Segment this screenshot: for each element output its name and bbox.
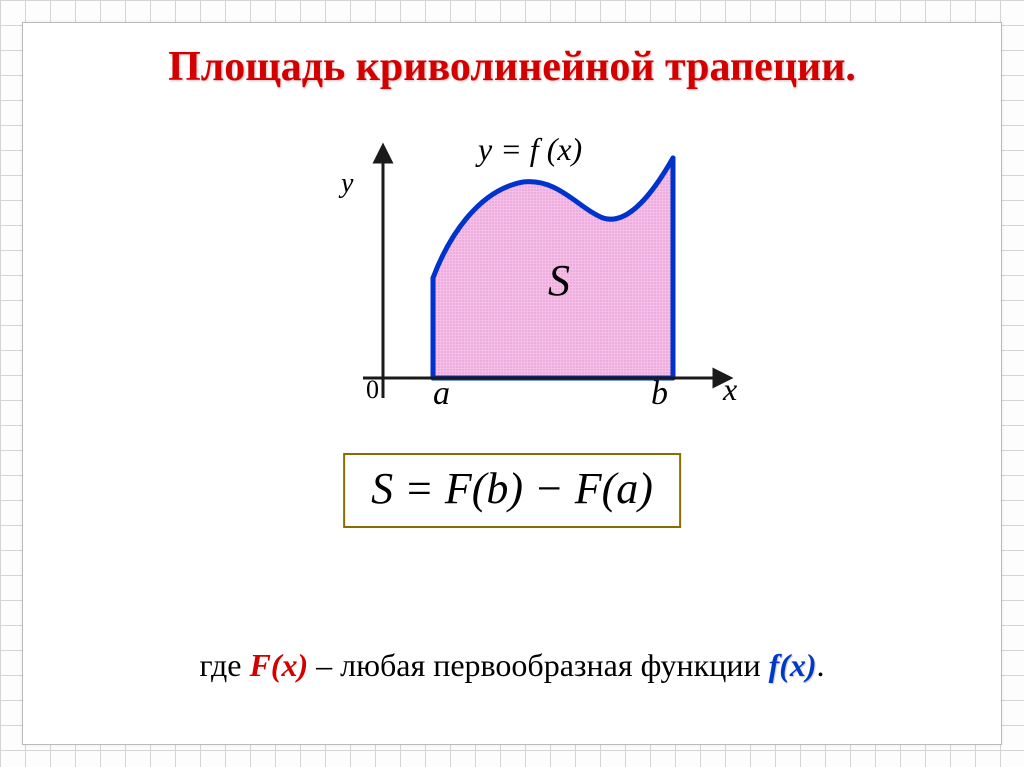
desc-mid: – любая первообразная функции — [308, 647, 768, 683]
formula-box: S = F(b) − F(a) — [343, 453, 681, 528]
x-axis-label: x — [723, 371, 737, 408]
desc-prefix: где — [199, 647, 249, 683]
description-line: где F(x) – любая первообразная функции f… — [23, 647, 1001, 684]
desc-Fx: F(x) — [249, 647, 308, 683]
page-title: Площадь криволинейной трапеции. — [23, 43, 1001, 91]
desc-fx: f(x) — [769, 647, 817, 683]
function-label: y = f (x) — [478, 131, 582, 168]
origin-label: 0 — [366, 375, 379, 405]
y-axis-label: y — [341, 168, 353, 200]
desc-suffix: . — [817, 647, 825, 683]
a-label: a — [433, 375, 450, 413]
b-label: b — [651, 375, 668, 413]
slide-panel: Площадь криволинейной трапеции. — [22, 22, 1002, 745]
s-area-label: S — [548, 255, 570, 306]
